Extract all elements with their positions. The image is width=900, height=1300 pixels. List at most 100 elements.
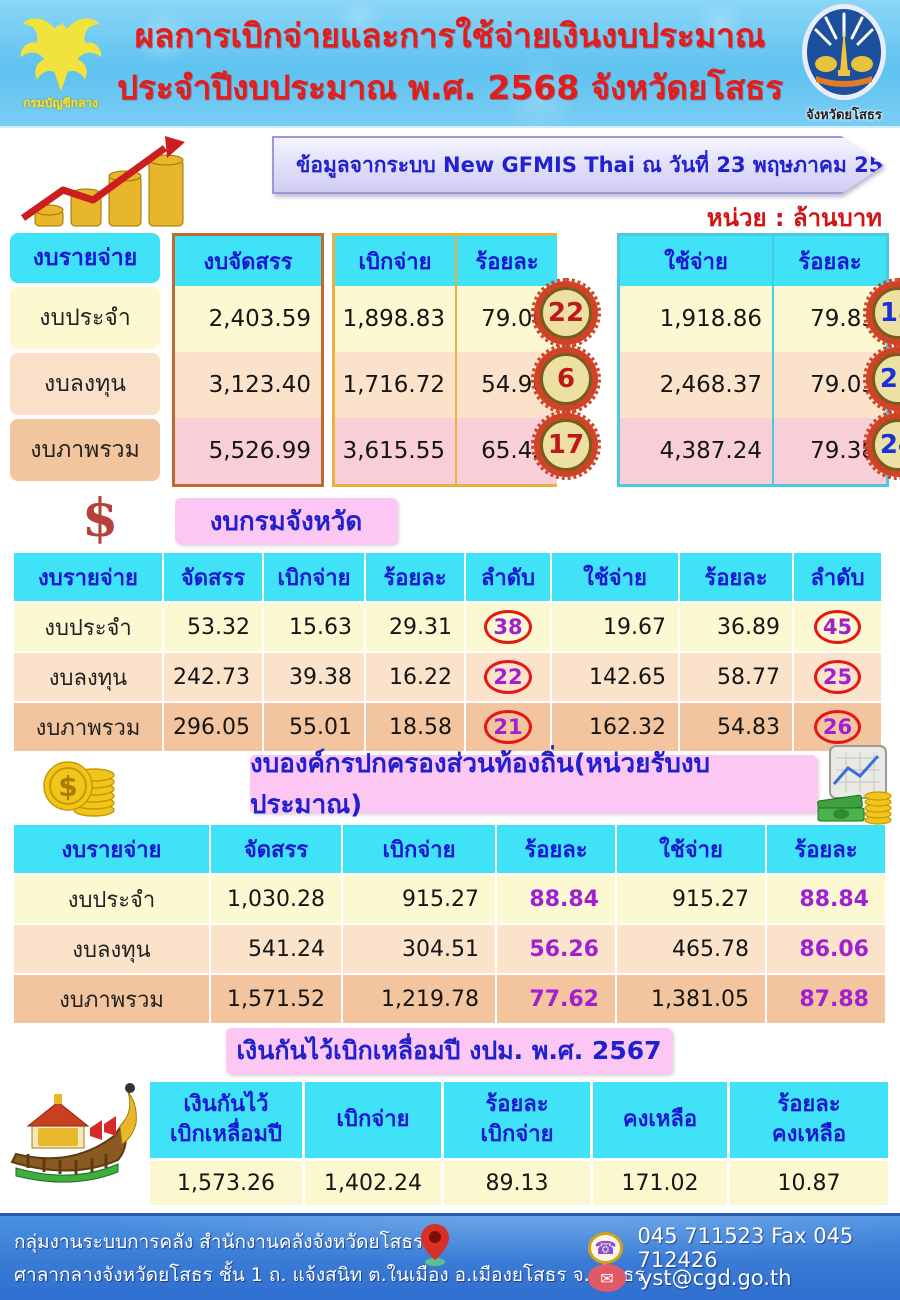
t3-pct-cell: 56.26 xyxy=(497,925,615,973)
footer-contact-bar: กลุ่มงานระบบการคลัง สำนักงานคลังจังหวัดย… xyxy=(0,1213,900,1300)
t3-pct-cell: 86.06 xyxy=(767,925,885,973)
t3-cell: 304.51 xyxy=(343,925,495,973)
money-chart-icon xyxy=(816,744,894,826)
carryover-table: เงินกันไว้ เบิกเหลื่อมปี เบิกจ่าย ร้อยละ… xyxy=(150,1082,888,1205)
t3-cell: 1,571.52 xyxy=(211,975,341,1023)
t3-cell: 915.27 xyxy=(343,875,495,923)
t3-row-label: งบลงทุน xyxy=(14,925,209,973)
t2-cell: 53.32 xyxy=(164,603,262,651)
t3-cell: 1,030.28 xyxy=(211,875,341,923)
t3-header: งบรายจ่าย xyxy=(14,825,209,873)
t1-header-disbursed: เบิกจ่าย xyxy=(335,236,455,286)
t1-allocated-value: 2,403.59 xyxy=(208,306,311,332)
t1-allocated-value: 5,526.99 xyxy=(208,438,311,464)
rank-circled: 25 xyxy=(813,660,862,694)
t1-row-label: งบประจำ xyxy=(10,287,160,349)
t1-header-spent: ใช้จ่าย xyxy=(620,236,772,286)
t1-header-allocated: งบจัดสรร xyxy=(175,236,321,286)
t1-category-column: งบรายจ่าย งบประจำ งบลงทุน งบภาพรวม xyxy=(10,233,160,489)
t3-header: เบิกจ่าย xyxy=(343,825,495,873)
t3-pct-cell: 87.88 xyxy=(767,975,885,1023)
rank-circled: 26 xyxy=(813,710,862,744)
t1-row-label: งบภาพรวม xyxy=(10,419,160,481)
phone-icon: ☎ xyxy=(588,1232,624,1264)
garuda-emblem-icon: กรมบัญชีกลาง xyxy=(8,4,113,126)
header-banner: กรมบัญชีกลาง ผลการเบิกจ่ายและการใช้จ่ายเ… xyxy=(0,0,900,128)
t4-header: เงินกันไว้ เบิกเหลื่อมปี xyxy=(150,1082,302,1158)
t1-spent-value: 4,387.24 xyxy=(659,438,762,464)
t4-cell: 89.13 xyxy=(444,1161,590,1205)
rank-circled: 22 xyxy=(484,660,532,694)
royal-barge-icon xyxy=(2,1076,148,1212)
t1-header-disbursed-pct: ร้อยละ xyxy=(455,236,557,286)
rank-circled: 21 xyxy=(484,710,532,744)
t2-row-label: งบประจำ xyxy=(14,603,162,651)
t1-spent-pct-value: 79.03 xyxy=(810,372,876,398)
t1-disbursed-pct-value: 54.96 xyxy=(481,372,547,398)
t1-disbursed-value: 1,898.83 xyxy=(342,306,445,332)
t3-header: จัดสรร xyxy=(211,825,341,873)
t2-row-label: งบลงทุน xyxy=(14,653,162,701)
t1-disbursed-box: เบิกจ่าย ร้อยละ 1,898.83 79.00 1,716.72 … xyxy=(332,233,601,487)
t1-spent-box: ใช้จ่าย ร้อยละ 1,918.86 79.83 2,468.37 7… xyxy=(617,233,900,487)
t4-cell: 1,573.26 xyxy=(150,1161,302,1205)
t1-header-spent-pct: ร้อยละ xyxy=(772,236,886,286)
coins-growth-icon xyxy=(15,132,215,232)
t1-spent-pct-value: 79.38 xyxy=(810,438,876,464)
t4-header: ร้อยละ คงเหลือ xyxy=(730,1082,888,1158)
data-source-banner: ข้อมูลจากระบบ New GFMIS Thai ณ วันที่ 23… xyxy=(272,136,884,194)
t2-header: ลำดับ xyxy=(466,553,550,601)
t1-allocated-box: งบจัดสรร 2,403.59 3,123.40 5,526.99 xyxy=(172,233,324,487)
t4-cell: 10.87 xyxy=(730,1161,888,1205)
t2-cell: 58.77 xyxy=(680,653,792,701)
t1-disbursed-value: 3,615.55 xyxy=(342,438,445,464)
t1-disbursed-pct-value: 79.00 xyxy=(481,306,547,332)
t2-cell: 16.22 xyxy=(366,653,464,701)
seal-caption: จังหวัดยโสธร xyxy=(806,108,882,123)
t2-cell: 55.01 xyxy=(264,703,364,751)
phone-row: ☎ 045 711523 Fax 045 712426 xyxy=(588,1224,900,1272)
t3-cell: 541.24 xyxy=(211,925,341,973)
data-source-text: ข้อมูลจากระบบ New GFMIS Thai ณ วันที่ 23… xyxy=(296,152,900,177)
t3-cell: 915.27 xyxy=(617,875,765,923)
section-local-gov-label: งบองค์กรปกครองส่วนท้องถิ่น(หน่วยรับงบประ… xyxy=(250,749,817,820)
t2-cell: 18.58 xyxy=(366,703,464,751)
overall-budget-table: งบรายจ่าย งบประจำ งบลงทุน งบภาพรวม งบจัด… xyxy=(10,233,900,489)
rank-circled: 38 xyxy=(484,610,532,644)
t3-row-label: งบภาพรวม xyxy=(14,975,209,1023)
t1-disbursed-value: 1,716.72 xyxy=(342,372,445,398)
title-line-1: ผลการเบิกจ่ายและการใช้จ่ายเงินงบประมาณ xyxy=(134,16,766,55)
location-pin-icon xyxy=(418,1222,452,1270)
t2-cell: 54.83 xyxy=(680,703,792,751)
t1-row-label: งบลงทุน xyxy=(10,353,160,415)
t2-cell: 162.32 xyxy=(552,703,678,751)
t2-cell: 29.31 xyxy=(366,603,464,651)
address-line-1: กลุ่มงานระบบการคลัง สำนักงานคลังจังหวัดย… xyxy=(14,1231,424,1253)
rank-badge: 17 xyxy=(531,410,601,480)
t1-allocated-value: 3,123.40 xyxy=(208,372,311,398)
t2-header: งบรายจ่าย xyxy=(14,553,162,601)
email-row: ✉ yst@cgd.go.th xyxy=(588,1264,792,1292)
t2-cell: 19.67 xyxy=(552,603,678,651)
title-line-2: ประจำปีงบประมาณ พ.ศ. 2568 จังหวัดยโสธร xyxy=(117,68,783,107)
t4-cell: 1,402.24 xyxy=(305,1161,441,1205)
t2-cell: 142.65 xyxy=(552,653,678,701)
emblem-caption: กรมบัญชีกลาง xyxy=(23,96,98,110)
t2-cell: 15.63 xyxy=(264,603,364,651)
t1-spent-pct-value: 79.83 xyxy=(810,306,876,332)
t3-pct-cell: 77.62 xyxy=(497,975,615,1023)
provincial-budget-table: งบรายจ่าย จัดสรร เบิกจ่าย ร้อยละ ลำดับ ใ… xyxy=(14,553,888,751)
t2-cell: 39.38 xyxy=(264,653,364,701)
t3-cell: 1,219.78 xyxy=(343,975,495,1023)
t1-header-category: งบรายจ่าย xyxy=(10,233,160,283)
t3-row-label: งบประจำ xyxy=(14,875,209,923)
t2-cell: 296.05 xyxy=(164,703,262,751)
t1-spent-value: 1,918.86 xyxy=(659,306,762,332)
rank-badge: 24 xyxy=(863,410,900,480)
svg-text:$: $ xyxy=(58,770,77,803)
t4-header: เบิกจ่าย xyxy=(305,1082,441,1158)
rank-circled: 45 xyxy=(813,610,862,644)
email-address[interactable]: yst@cgd.go.th xyxy=(640,1266,792,1290)
section-provincial-label: งบกรมจังหวัด xyxy=(175,498,397,544)
t3-header: ร้อยละ xyxy=(497,825,615,873)
